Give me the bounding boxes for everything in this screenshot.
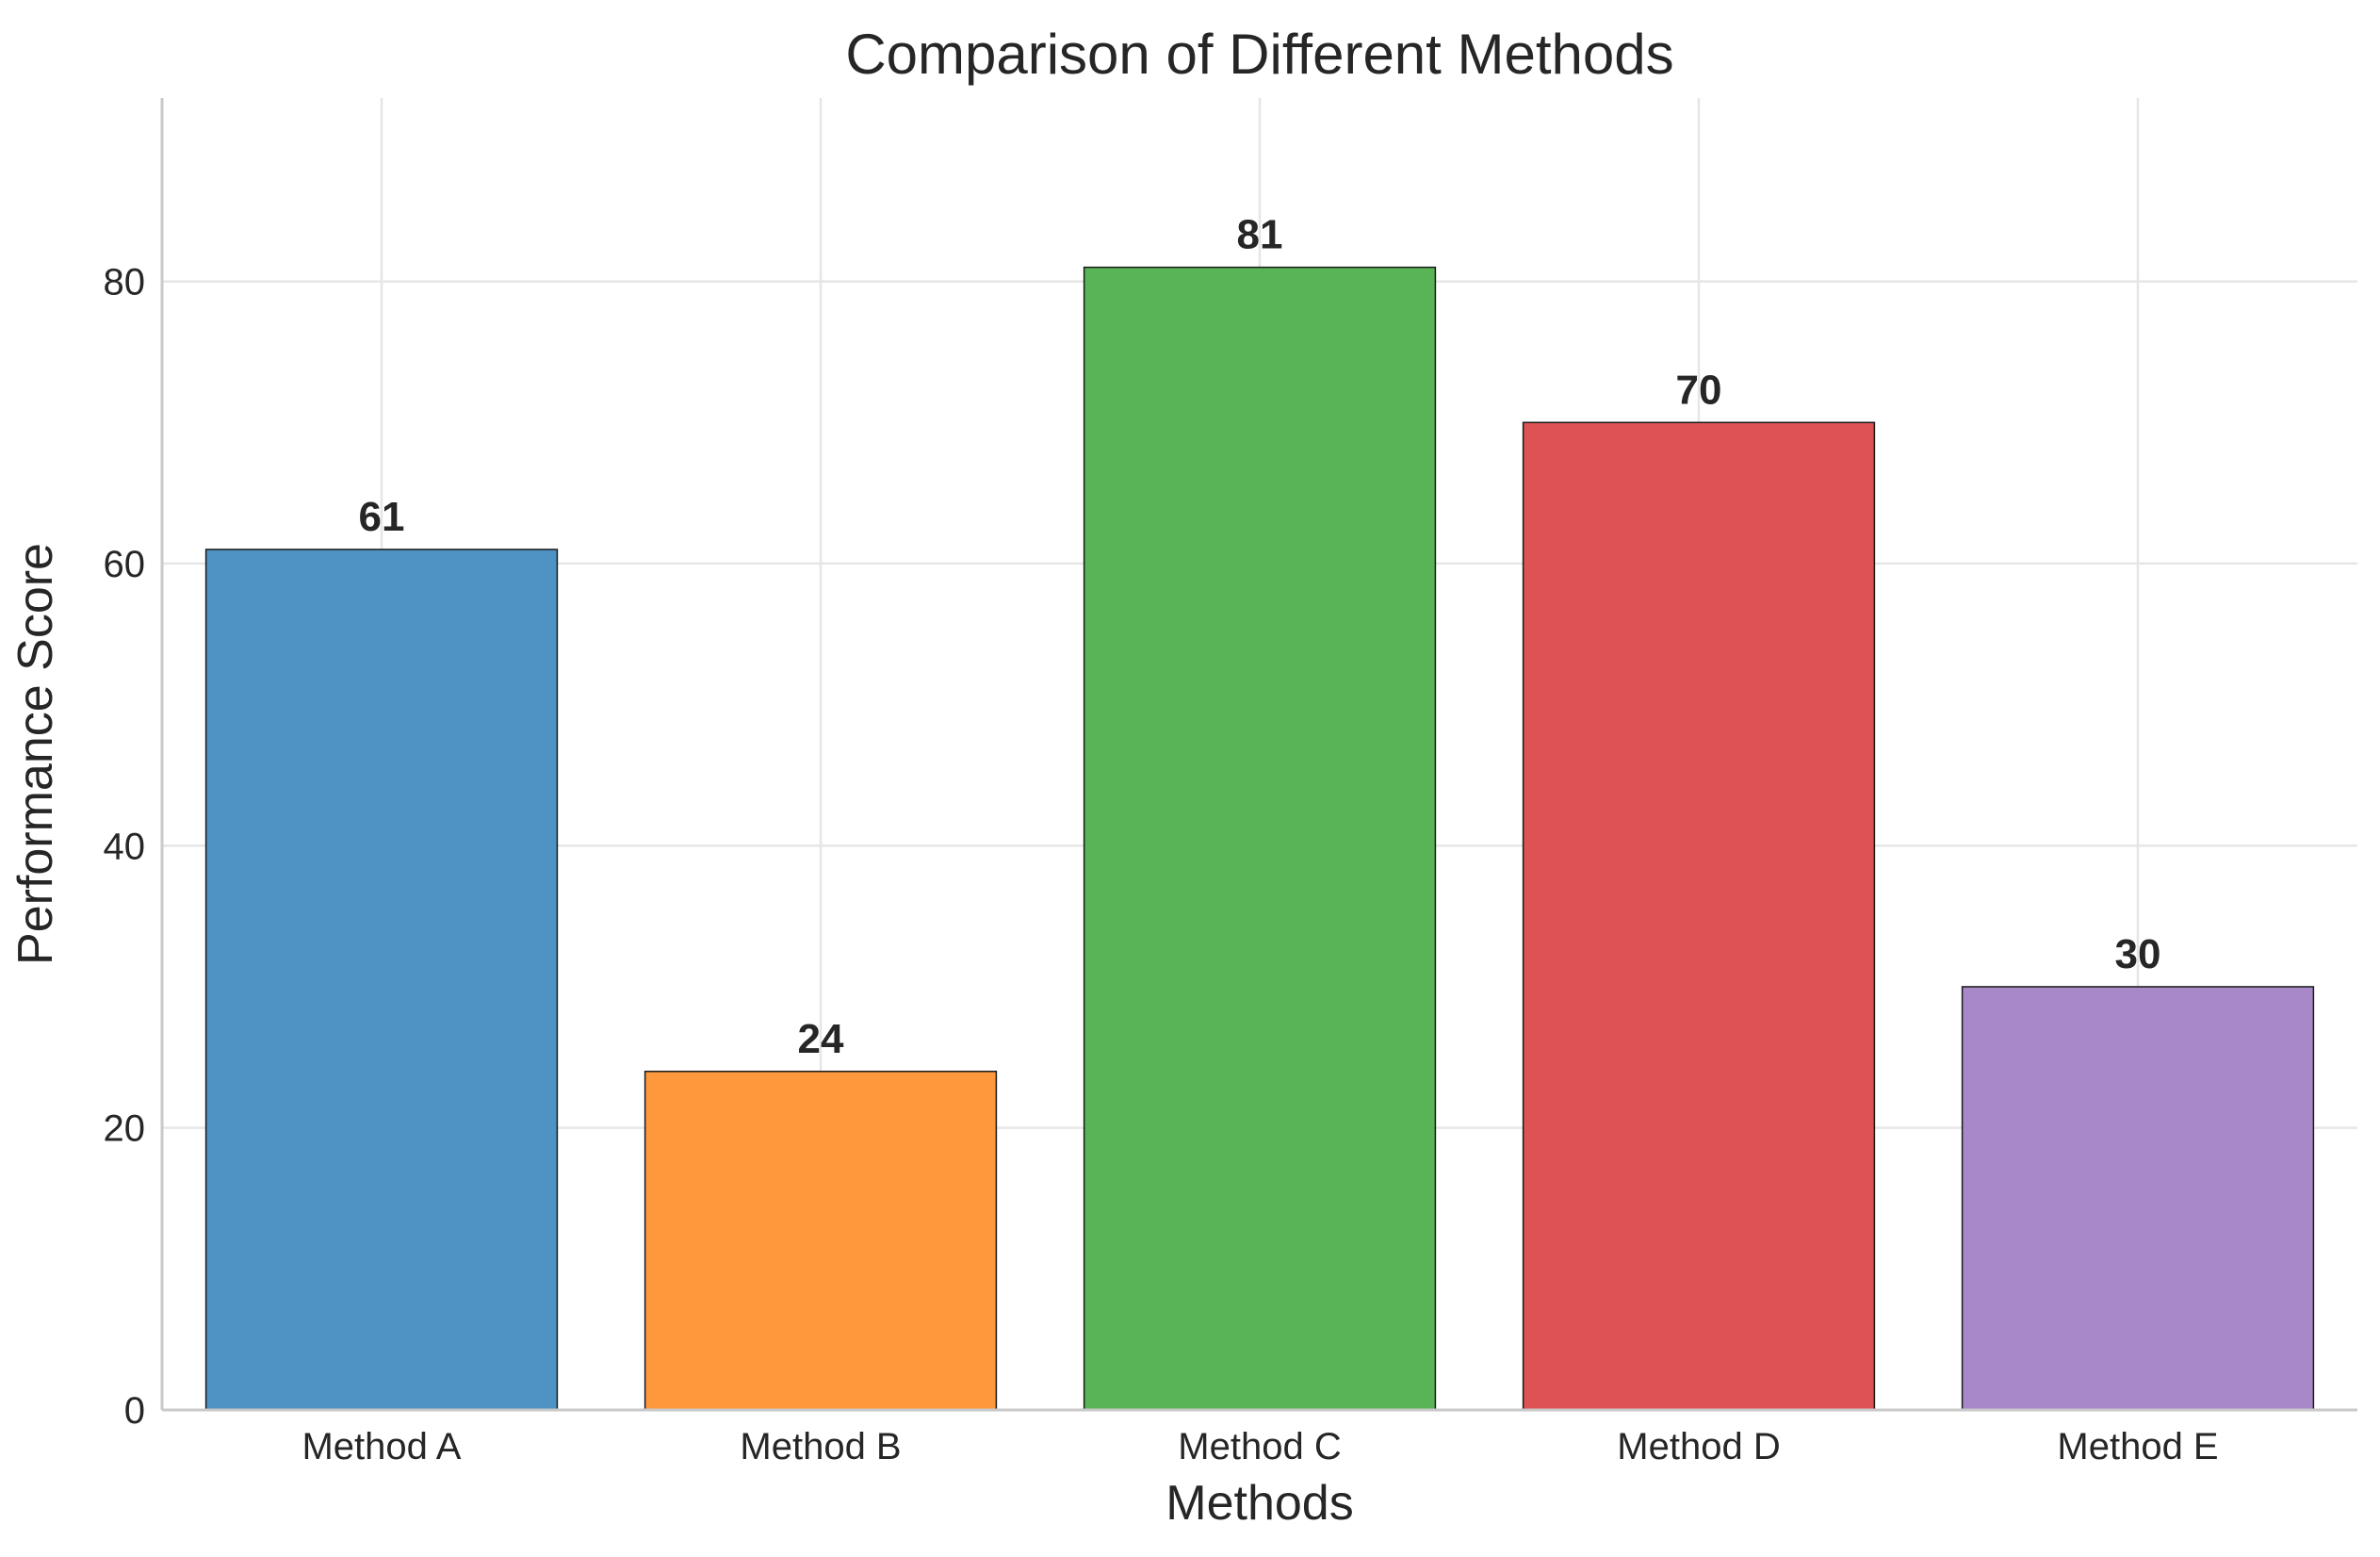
y-axis-title: Performance Score [8,543,63,965]
bar-value-labels: 61 24 81 70 30 [359,212,2161,1062]
y-tick-label: 20 [104,1108,146,1150]
chart-title: Comparison of Different Methods [845,23,1673,86]
bars [204,266,2315,1411]
bar-method-e [1961,986,2315,1411]
bar-method-c [1083,266,1437,1411]
bar-value-label: 24 [798,1016,844,1062]
x-tick-label: Method B [740,1426,901,1467]
y-tick-label: 0 [124,1390,145,1432]
x-tick-label: Method A [302,1426,461,1467]
bar-value-label: 70 [1676,367,1722,413]
tick-labels: 0 20 40 60 80 Method A Method B Method C Method … [104,262,2219,1467]
bar-method-b [644,1071,998,1411]
x-axis-title: Methods [1166,1476,1353,1531]
x-tick-label: Method C [1178,1426,1341,1467]
y-tick-label: 80 [104,262,146,303]
y-tick-label: 40 [104,826,146,867]
bar-method-d [1522,421,1876,1411]
y-tick-label: 60 [104,544,146,585]
x-tick-label: Method E [2057,1426,2218,1467]
bar-value-label: 81 [1237,212,1283,258]
x-tick-label: Method D [1617,1426,1780,1467]
bar-value-label: 30 [2115,931,2161,977]
axes [160,98,2357,1412]
bar-value-label: 61 [359,494,405,540]
bar-method-a [204,549,559,1411]
